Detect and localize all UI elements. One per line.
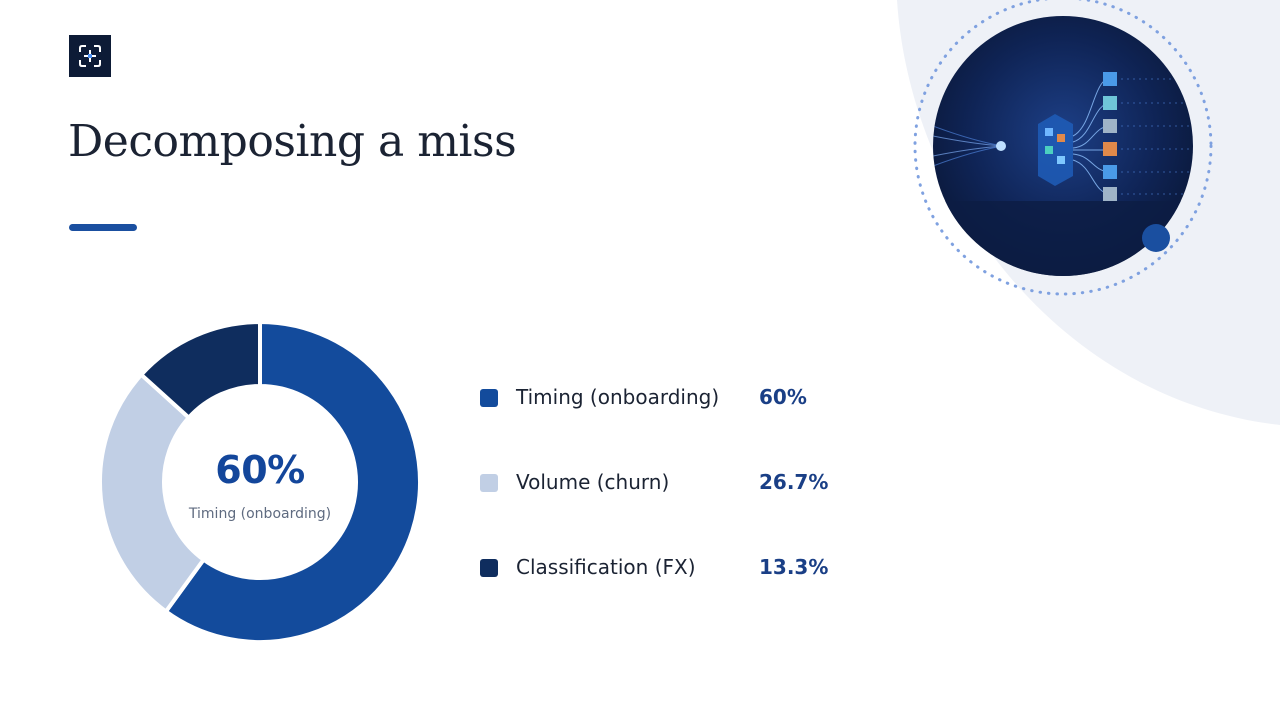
legend-value: 60% (759, 385, 807, 409)
donut-slice-0 (163, 322, 420, 642)
legend-item-classification: Classification (FX) 13.3% (480, 547, 880, 589)
legend-value: 13.3% (759, 555, 829, 579)
page-title: Decomposing a miss (68, 116, 517, 167)
legend-swatch (480, 389, 498, 407)
legend-label: Volume (churn) (516, 470, 670, 494)
center-label: Timing (onboarding) (188, 506, 332, 522)
donut-slice-2 (138, 322, 262, 421)
legend-label: Classification (FX) (516, 555, 696, 579)
title-underline (69, 224, 137, 231)
legend-swatch (480, 559, 498, 577)
donut-slice-1 (100, 371, 207, 615)
donut-chart (100, 322, 420, 642)
legend-value: 26.7% (759, 470, 829, 494)
center-value: 60% (215, 448, 305, 492)
legend-item-volume: Volume (churn) 26.7% (480, 462, 880, 504)
crosshair-frame-icon (79, 45, 101, 67)
hero-image (913, 0, 1213, 296)
legend-label: Timing (onboarding) (516, 385, 720, 409)
legend-item-timing: Timing (onboarding) 60% (480, 377, 880, 419)
legend: Timing (onboarding) 60% Volume (churn) 2… (480, 377, 880, 632)
legend-swatch (480, 474, 498, 492)
logo (69, 35, 111, 77)
